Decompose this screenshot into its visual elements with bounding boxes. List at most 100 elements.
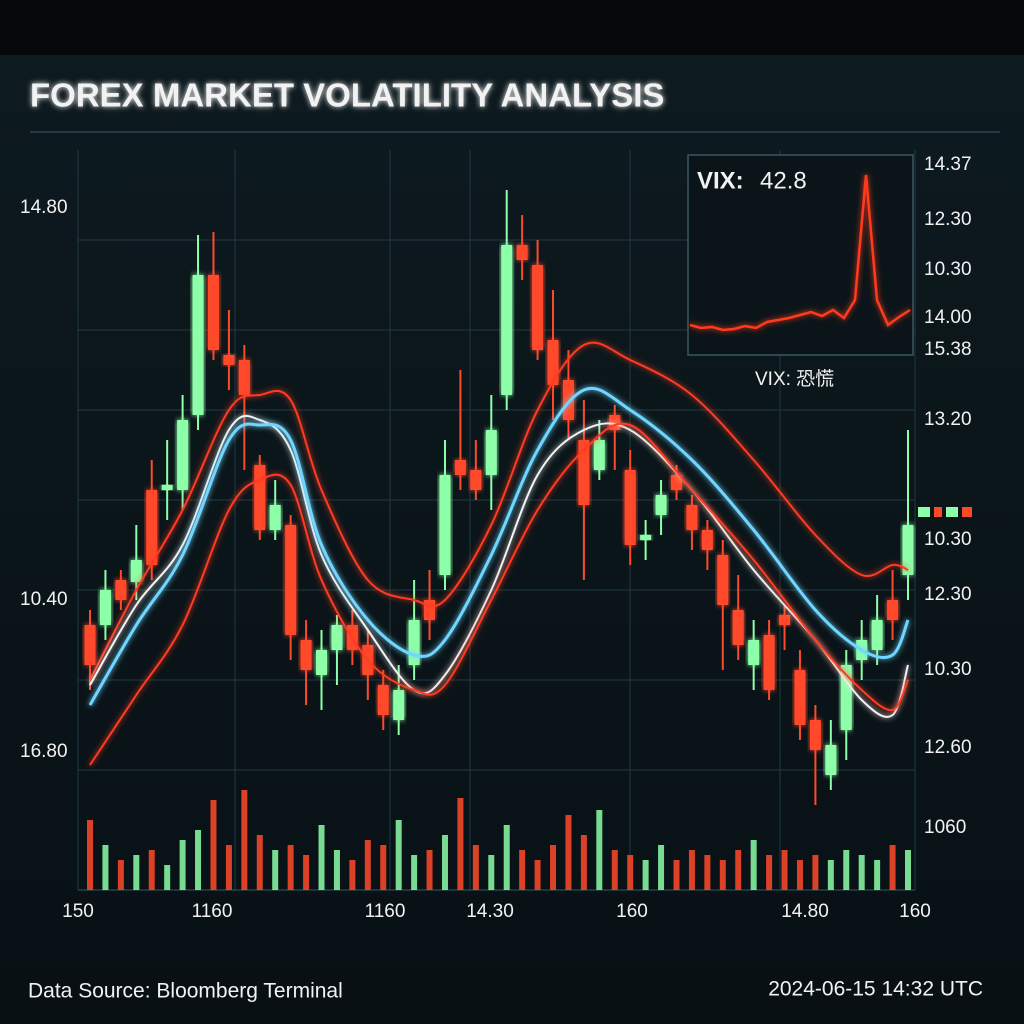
candle-body: [84, 625, 96, 665]
candle-body: [177, 420, 189, 490]
left-axis-label: 16.80: [20, 741, 68, 762]
candle-body: [686, 505, 698, 530]
x-axis-label: 1160: [365, 901, 406, 922]
inset-title: VIX:: [697, 167, 744, 194]
volume-bar: [272, 850, 279, 890]
candle-body: [269, 505, 281, 530]
marker: [934, 507, 942, 517]
left-axis-label: 14.80: [20, 197, 68, 218]
volume-bar: [673, 860, 680, 890]
candle-body: [424, 600, 436, 620]
volume-bar: [827, 860, 834, 890]
candle-body: [840, 665, 852, 730]
right-axis-label: 12.30: [924, 209, 972, 230]
candle-body: [532, 265, 544, 350]
volume-bar: [380, 845, 387, 890]
candle-body: [161, 485, 173, 490]
volume-bar: [704, 855, 711, 890]
candle-body: [285, 525, 297, 635]
candle-body: [578, 440, 590, 505]
candle-body: [794, 670, 806, 725]
right-axis-label: 10.30: [924, 529, 972, 550]
candle-body: [439, 475, 451, 575]
volume-bar: [642, 860, 649, 890]
volume-bar: [488, 855, 495, 890]
volume-bar: [241, 790, 248, 890]
volume-bar: [441, 835, 448, 890]
candle-body: [809, 720, 821, 750]
volume-bar: [874, 860, 881, 890]
plot: [84, 190, 914, 890]
right-axis-label: 1060: [924, 817, 966, 838]
volume-bar: [426, 850, 433, 890]
candle-body: [254, 465, 266, 530]
footer-source: Data Source: Bloomberg Terminal: [28, 980, 343, 1003]
volume-bar: [858, 855, 865, 890]
inset-panel: [687, 154, 914, 356]
right-markers: [918, 507, 972, 517]
candle-body: [516, 245, 528, 260]
marker: [946, 507, 958, 517]
volume-bar: [658, 845, 665, 890]
overlay-line: [89, 422, 909, 766]
overlay-line: [88, 386, 910, 706]
right-axis-label: 12.30: [924, 584, 972, 605]
chart-title: FOREX MARKET VOLATILITY ANALYSIS: [30, 77, 664, 114]
volume-bar: [287, 845, 294, 890]
right-axis-label: 15.38: [924, 339, 972, 360]
candle-body: [146, 490, 158, 565]
candle-body: [238, 360, 250, 395]
candle-body: [717, 555, 729, 605]
volume-bar: [735, 850, 742, 890]
volume-bar: [303, 855, 310, 890]
candle-body: [393, 690, 405, 720]
candle-body: [624, 470, 636, 545]
candle-body: [454, 460, 466, 475]
right-axis-label: 12.60: [924, 737, 972, 758]
volume-bar: [519, 850, 526, 890]
candle-body: [779, 615, 791, 625]
overlay-line: [89, 414, 909, 718]
candle-body: [763, 635, 775, 690]
marker: [962, 507, 972, 517]
candle-body: [670, 475, 682, 490]
candle-body: [300, 640, 312, 670]
volume-bar: [580, 835, 587, 890]
candle-body: [408, 620, 420, 665]
volume-bar: [796, 860, 803, 890]
candle-body: [115, 580, 127, 600]
volume-bar: [596, 810, 603, 890]
volume-bar: [719, 860, 726, 890]
volume-bar: [395, 820, 402, 890]
volume-bar: [766, 855, 773, 890]
candle-body: [130, 560, 142, 582]
grid: [77, 150, 916, 891]
volume-bar: [318, 825, 325, 890]
candle-body: [331, 625, 343, 650]
volume-bar: [364, 840, 371, 890]
candle-body: [902, 525, 914, 575]
candle-body: [609, 415, 621, 430]
x-axis-label: 160: [616, 901, 648, 922]
candle-body: [316, 650, 328, 675]
inset-value: 42.8: [760, 167, 807, 194]
volume-bar: [195, 830, 202, 890]
candle-body: [732, 610, 744, 645]
volume-bar: [534, 860, 541, 890]
volume-bar: [843, 850, 850, 890]
candle-body: [640, 535, 652, 540]
left-axis-label: 10.40: [20, 589, 68, 610]
right-axis-label: 13.20: [924, 409, 972, 430]
volume-bar: [102, 845, 109, 890]
candle-body: [547, 340, 559, 385]
x-axis-label: 150: [62, 901, 94, 922]
volume-bar: [812, 855, 819, 890]
right-axis-label: 14.37: [924, 154, 972, 175]
volume-bar: [333, 850, 340, 890]
candle-body: [825, 745, 837, 775]
candle-body: [207, 275, 219, 350]
volume-bar: [611, 850, 618, 890]
right-axis-label: 10.30: [924, 259, 972, 280]
